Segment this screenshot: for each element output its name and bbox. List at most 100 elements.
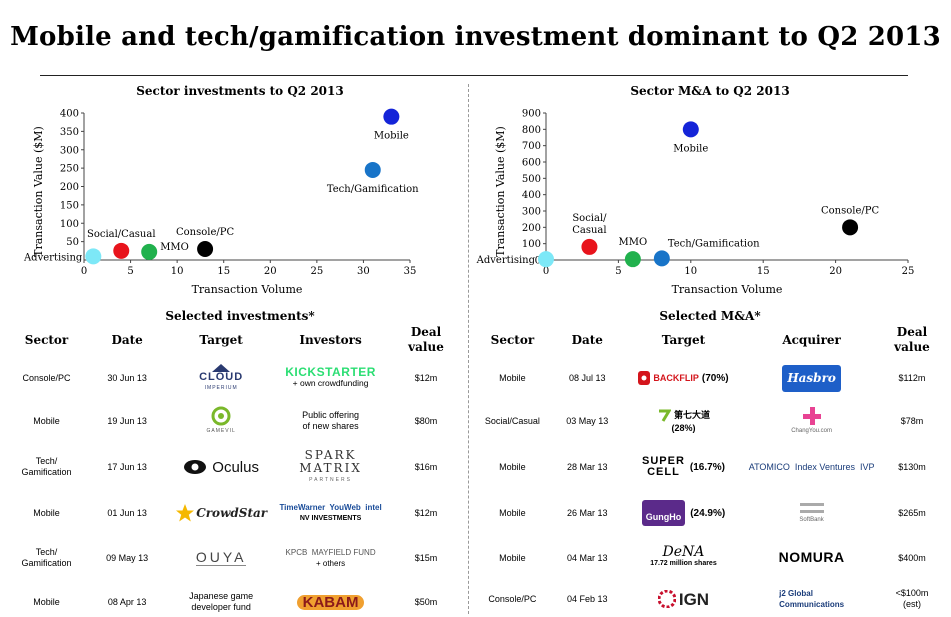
- logo-text: SUPER CELL: [642, 455, 685, 478]
- data-point: [842, 219, 859, 236]
- row-investors: KABAM: [269, 580, 392, 617]
- x-tick-label: 15: [217, 266, 230, 277]
- row-sector: Mobile: [33, 507, 60, 518]
- data-label-line: Mobile: [374, 131, 409, 142]
- softbank-icon: [799, 502, 824, 513]
- data-point: [85, 248, 102, 265]
- y-tick-label: 200: [60, 182, 79, 193]
- investor-note: + others: [315, 559, 346, 568]
- data-label: MMO: [619, 237, 648, 248]
- investor-logos: TimeWarner YouWeb intel: [279, 503, 382, 512]
- row-target: OUYA: [173, 536, 269, 580]
- y-tick-label: 400: [60, 109, 79, 120]
- logo-subtext: IMPERIUM: [204, 384, 238, 391]
- y-axis-label: Transaction Value ($M): [494, 126, 507, 257]
- data-label: Social/Casual: [572, 213, 607, 236]
- row-sector: Mobile: [499, 552, 526, 563]
- row-date: 04 Mar 13: [566, 552, 608, 563]
- row-date: 26 Mar 13: [566, 507, 608, 518]
- data-label: Mobile: [673, 143, 708, 154]
- row-target: 第七大道 (28%): [625, 398, 743, 444]
- data-point: [682, 121, 699, 138]
- header-acquirer: Acquirer: [782, 332, 841, 347]
- data-point: [624, 251, 641, 268]
- oculus-logo: Oculus: [175, 459, 267, 475]
- row-date: 08 Jul 13: [568, 372, 606, 383]
- data-label: Advertising: [23, 252, 83, 263]
- data-label: MMO: [160, 242, 189, 253]
- header-target: Target: [661, 332, 706, 347]
- y-tick-label: 900: [522, 109, 541, 120]
- target-share: (28%): [671, 422, 696, 433]
- table-row: Mobile 08 Apr 13 Japanese game developer…: [12, 580, 460, 617]
- row-target: IGN: [625, 580, 743, 617]
- header-date: Date: [111, 332, 143, 347]
- row-value: $80m: [414, 415, 438, 426]
- data-point: [383, 108, 400, 125]
- x-axis-label: Transaction Volume: [192, 283, 303, 296]
- logo-text: GungHo: [641, 500, 686, 526]
- row-target: BACKFLIP (70%): [625, 358, 743, 398]
- y-tick-label: 200: [522, 223, 541, 234]
- header-sector: Sector: [24, 332, 69, 347]
- data-label-line: Console/PC: [176, 227, 234, 238]
- cloud-imperium-logo: CLOUD IMPERIUM: [175, 363, 267, 394]
- y-tick-label: 800: [522, 125, 541, 136]
- investor-note: NV INVESTMENTS: [299, 515, 362, 522]
- ign-icon: [657, 590, 676, 608]
- x-tick-label: 5: [127, 266, 133, 277]
- table-row: Mobile 04 Mar 13 DeNA 17.72 million shar…: [475, 536, 943, 580]
- x-tick-label: 25: [310, 266, 323, 277]
- logo-text: 第七大道: [673, 410, 710, 420]
- dena-logo: DeNA 17.72 million shares: [627, 544, 741, 569]
- cloud-icon: [212, 363, 231, 372]
- row-acquirer: Hasbro: [742, 358, 881, 398]
- target-share: (70%): [701, 372, 729, 384]
- data-label-line: Console/PC: [821, 205, 879, 216]
- table-row: Mobile 28 Mar 13 SUPER CELL (16.7%) ATOM…: [475, 444, 943, 490]
- logo-text: ChangYou.com: [791, 427, 833, 434]
- kickstarter-logo: KICKSTARTER: [285, 365, 376, 379]
- row-sector: Mobile: [499, 372, 526, 383]
- softbank-logo: SoftBank: [744, 501, 879, 526]
- data-point: [653, 250, 670, 267]
- x-tick-label: 5: [615, 266, 621, 277]
- header-deal-value-text: Deal value: [894, 325, 930, 354]
- nomura-logo: NOMURA: [778, 548, 845, 565]
- logo-text: BACKFLIP: [653, 372, 699, 383]
- data-label-line: Tech/Gamification: [327, 184, 419, 195]
- oculus-eye-icon: [184, 460, 207, 474]
- row-date: 01 Jun 13: [107, 507, 147, 518]
- row-acquirer: ChangYou.com: [742, 398, 881, 444]
- row-acquirer: j2 Global Communications: [742, 580, 881, 617]
- supercell-logo: SUPER CELL (16.7%): [627, 456, 741, 478]
- row-sector: Console/PC: [22, 372, 71, 383]
- logo-text: IGN: [678, 589, 710, 609]
- logo-text: CrowdStar: [196, 505, 268, 520]
- row-date: 04 Feb 13: [566, 593, 608, 604]
- section-divider: [468, 84, 469, 614]
- logo-text: CLOUD: [199, 370, 244, 383]
- table-header-row: Sector Date Target Investors Deal value: [12, 322, 460, 358]
- crowdstar-logo: CrowdStar: [175, 503, 267, 523]
- y-tick-label: 250: [60, 164, 79, 175]
- row-target: Oculus: [173, 444, 269, 490]
- y-tick-label: 500: [522, 174, 541, 185]
- data-label-line: Social/Casual: [87, 229, 156, 240]
- changyou-icon: [802, 406, 821, 425]
- y-tick-label: 150: [60, 200, 79, 211]
- logo-text: SoftBank: [799, 516, 824, 523]
- hasbro-logo: Hasbro: [782, 364, 841, 392]
- gamevil-logo: GAMEVIL: [175, 406, 267, 437]
- chart1-title: Sector investments to Q2 2013: [136, 84, 344, 98]
- x-tick-label: 15: [757, 266, 770, 277]
- row-investors: KPCB MAYFIELD FUND + others: [269, 536, 392, 580]
- row-value: <$100m (est): [895, 588, 929, 609]
- row-value: $16m: [414, 461, 438, 472]
- data-label: Tech/Gamification: [668, 238, 760, 249]
- row-investors: SPARK MATRIX PARTNERS: [269, 444, 392, 490]
- logo-text: DeNA: [662, 544, 705, 560]
- ign-logo: IGN: [627, 590, 741, 608]
- row-acquirer: SoftBank: [742, 490, 881, 536]
- row-date: 30 Jun 13: [107, 372, 147, 383]
